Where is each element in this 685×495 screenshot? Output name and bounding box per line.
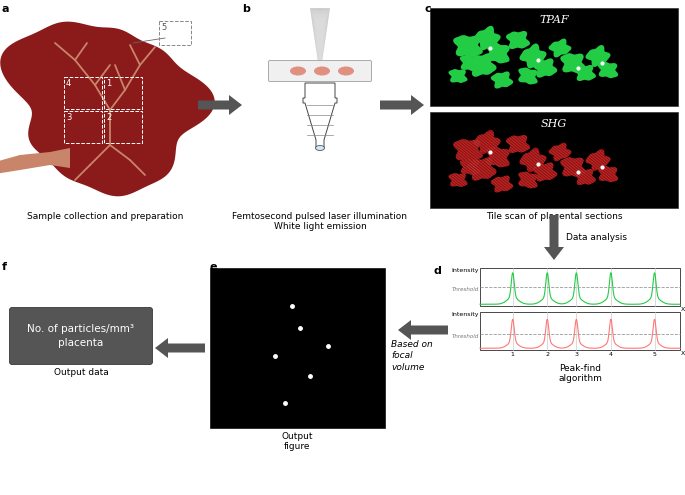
Bar: [104, 111, 142, 143]
Text: 3: 3: [574, 352, 578, 357]
Polygon shape: [449, 69, 468, 83]
Polygon shape: [598, 62, 618, 78]
Polygon shape: [519, 44, 547, 68]
Text: 3: 3: [66, 113, 71, 122]
Polygon shape: [506, 31, 530, 49]
Bar: [210, 268, 385, 428]
Polygon shape: [486, 43, 510, 63]
FancyBboxPatch shape: [269, 60, 371, 82]
Polygon shape: [314, 17, 325, 62]
Text: a: a: [2, 4, 10, 14]
Text: Intensity: Intensity: [451, 268, 479, 273]
Polygon shape: [303, 83, 337, 148]
Ellipse shape: [338, 66, 354, 76]
Polygon shape: [586, 45, 610, 67]
Polygon shape: [398, 320, 448, 340]
Ellipse shape: [314, 66, 330, 76]
Text: Threshold: Threshold: [451, 334, 479, 339]
Polygon shape: [486, 147, 510, 167]
Text: d: d: [434, 266, 442, 276]
Text: X, Y: X, Y: [681, 307, 685, 312]
Bar: [64, 77, 102, 109]
Text: Peak-find
algorithm: Peak-find algorithm: [558, 364, 602, 384]
Polygon shape: [519, 172, 538, 189]
Bar: [480, 268, 680, 306]
Text: No. of particles/mm³
placenta: No. of particles/mm³ placenta: [27, 324, 134, 348]
Text: 4: 4: [66, 79, 71, 88]
Polygon shape: [574, 169, 596, 185]
Text: Intensity: Intensity: [451, 312, 479, 317]
Polygon shape: [506, 135, 530, 153]
Polygon shape: [312, 11, 329, 62]
Polygon shape: [598, 166, 618, 182]
Polygon shape: [533, 58, 558, 78]
Polygon shape: [0, 22, 214, 197]
Ellipse shape: [290, 66, 306, 76]
Polygon shape: [574, 65, 596, 81]
Text: 2: 2: [545, 352, 549, 357]
Polygon shape: [519, 67, 538, 85]
Polygon shape: [460, 55, 480, 71]
Polygon shape: [473, 26, 501, 50]
Polygon shape: [155, 338, 205, 358]
Bar: [64, 111, 102, 143]
Bar: [159, 21, 191, 45]
Polygon shape: [467, 53, 497, 77]
Polygon shape: [519, 148, 547, 172]
Text: 2: 2: [106, 113, 111, 122]
Bar: [480, 312, 680, 350]
Polygon shape: [310, 8, 330, 62]
Polygon shape: [491, 71, 513, 89]
Text: b: b: [242, 4, 250, 14]
Polygon shape: [380, 95, 424, 115]
Polygon shape: [460, 159, 480, 175]
Bar: [104, 77, 142, 109]
Polygon shape: [549, 143, 571, 161]
Text: Tile scan of placental sections: Tile scan of placental sections: [486, 212, 622, 221]
Text: Output
figure: Output figure: [282, 432, 313, 451]
Polygon shape: [560, 157, 586, 177]
Text: Data analysis: Data analysis: [566, 233, 627, 242]
Polygon shape: [586, 149, 610, 171]
Text: 5: 5: [653, 352, 656, 357]
Text: Femtosecond pulsed laser illumination
White light emission: Femtosecond pulsed laser illumination Wh…: [232, 212, 408, 231]
Polygon shape: [491, 175, 513, 193]
Text: c: c: [425, 4, 432, 14]
Text: SHG: SHG: [541, 119, 567, 129]
Polygon shape: [467, 157, 497, 181]
Polygon shape: [453, 35, 483, 57]
Bar: [430, 112, 678, 208]
Text: Threshold: Threshold: [451, 287, 479, 292]
Polygon shape: [544, 215, 564, 260]
Text: Based on
focal
volume: Based on focal volume: [391, 340, 433, 372]
Polygon shape: [549, 39, 571, 57]
Text: TPAF: TPAF: [539, 15, 569, 25]
Polygon shape: [453, 139, 483, 161]
Text: f: f: [2, 262, 7, 272]
Polygon shape: [0, 148, 70, 174]
Text: Output data: Output data: [53, 368, 108, 377]
Text: 4: 4: [609, 352, 613, 357]
Polygon shape: [310, 8, 330, 62]
Bar: [430, 8, 678, 106]
Polygon shape: [560, 53, 586, 73]
Polygon shape: [533, 162, 558, 182]
Text: X, Y: X, Y: [681, 351, 685, 356]
Polygon shape: [198, 95, 242, 115]
Polygon shape: [473, 130, 501, 154]
Ellipse shape: [316, 146, 325, 150]
Text: e: e: [210, 262, 218, 272]
Polygon shape: [313, 14, 327, 62]
Text: Sample collection and preparation: Sample collection and preparation: [27, 212, 183, 221]
Polygon shape: [449, 173, 468, 187]
FancyBboxPatch shape: [10, 307, 153, 364]
Text: 1: 1: [511, 352, 514, 357]
Text: 5: 5: [161, 23, 166, 32]
Text: 1: 1: [106, 79, 111, 88]
